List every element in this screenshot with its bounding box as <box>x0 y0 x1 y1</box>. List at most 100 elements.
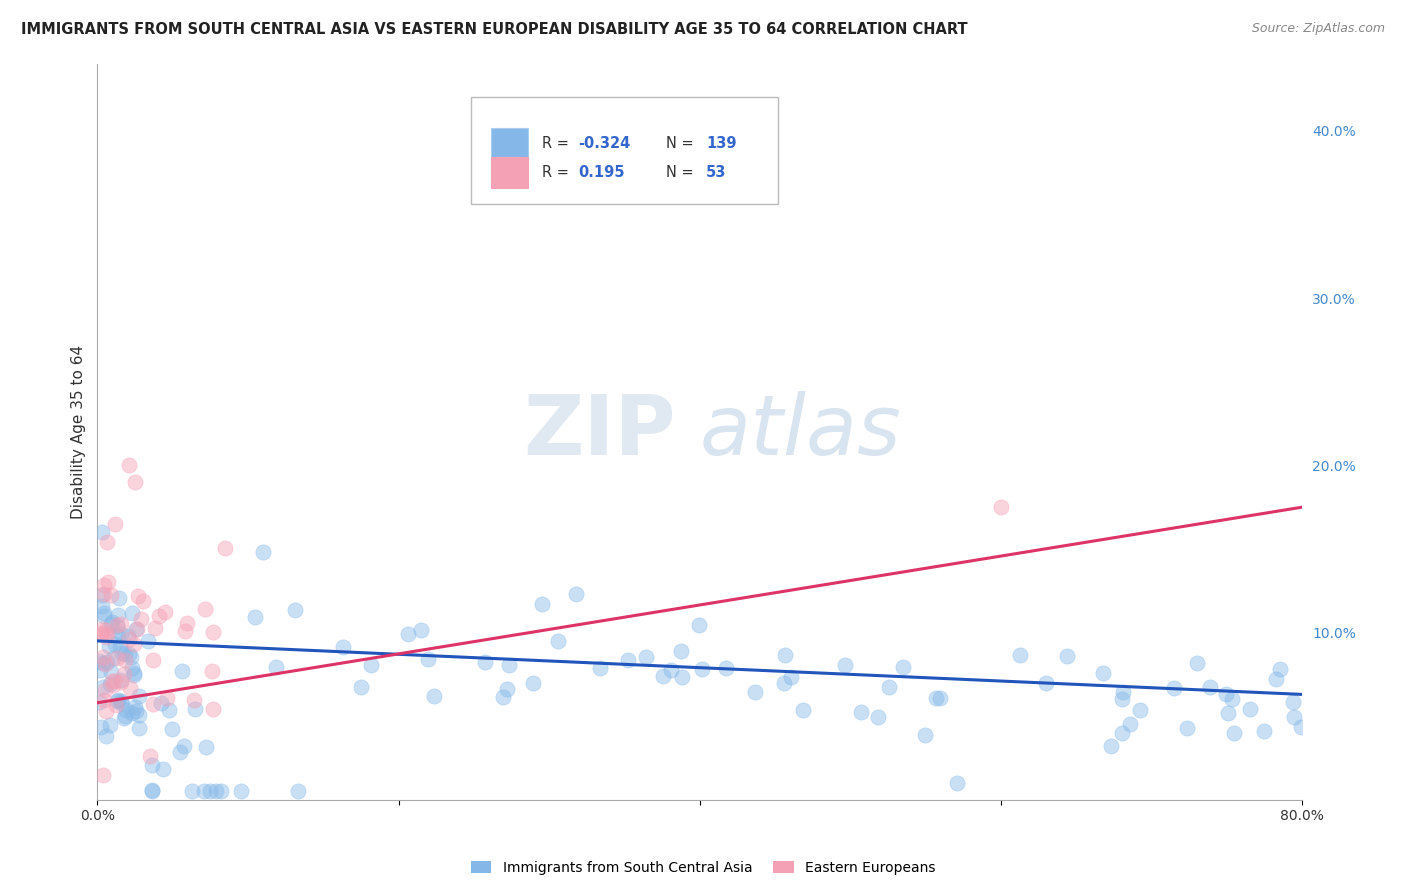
Point <box>125 622 148 636</box>
Point <box>180 784 202 798</box>
Text: ZIP: ZIP <box>523 392 676 473</box>
Point <box>94 683 117 698</box>
Point <box>914 728 936 742</box>
Point <box>127 589 149 603</box>
Point <box>1111 691 1133 706</box>
Point <box>332 640 354 655</box>
Point <box>152 762 174 776</box>
Point <box>111 646 134 660</box>
Point <box>1056 648 1078 663</box>
Point <box>891 660 914 674</box>
Point <box>792 703 814 717</box>
Point <box>118 458 141 473</box>
Point <box>1284 710 1306 724</box>
Point <box>522 676 544 690</box>
Point <box>169 745 191 759</box>
Point <box>141 783 163 797</box>
Point <box>110 696 132 710</box>
Point <box>201 702 224 716</box>
Point <box>91 657 114 671</box>
Point <box>945 776 967 790</box>
Point <box>773 675 796 690</box>
Point <box>1175 721 1198 735</box>
Point <box>105 694 128 708</box>
Point <box>98 718 121 732</box>
Text: 0.195: 0.195 <box>578 165 624 180</box>
Point <box>124 704 146 718</box>
Point <box>183 693 205 707</box>
Point <box>1215 687 1237 701</box>
Point <box>93 606 115 620</box>
Point <box>122 667 145 681</box>
Point <box>103 673 125 688</box>
Point <box>91 622 114 636</box>
Point <box>105 651 128 665</box>
Point <box>115 703 138 717</box>
Point <box>1112 685 1135 699</box>
Text: R =: R = <box>541 165 574 180</box>
Point <box>173 624 195 639</box>
Text: R =: R = <box>541 136 574 151</box>
Point <box>1185 656 1208 670</box>
Point <box>118 647 141 661</box>
Point <box>96 535 118 549</box>
Point <box>418 651 440 665</box>
Point <box>422 689 444 703</box>
Point <box>128 708 150 723</box>
Text: 53: 53 <box>706 165 727 180</box>
Point <box>1239 702 1261 716</box>
Point <box>396 627 419 641</box>
Point <box>141 784 163 798</box>
Text: IMMIGRANTS FROM SOUTH CENTRAL ASIA VS EASTERN EUROPEAN DISABILITY AGE 35 TO 64 C: IMMIGRANTS FROM SOUTH CENTRAL ASIA VS EA… <box>21 22 967 37</box>
Point <box>107 692 129 706</box>
Point <box>284 603 307 617</box>
Point <box>634 650 657 665</box>
Point <box>492 690 515 705</box>
Point <box>93 609 115 624</box>
Point <box>101 674 124 689</box>
Point <box>98 676 121 690</box>
Point <box>1163 681 1185 695</box>
Point <box>214 541 236 555</box>
Point <box>128 689 150 703</box>
Point <box>531 597 554 611</box>
Text: N =: N = <box>666 136 699 151</box>
Point <box>94 704 117 718</box>
Point <box>117 632 139 647</box>
Point <box>93 693 115 707</box>
Text: atlas: atlas <box>700 392 901 473</box>
Point <box>91 588 114 602</box>
Point <box>193 784 215 798</box>
Point <box>108 591 131 606</box>
Point <box>1035 675 1057 690</box>
Point <box>131 612 153 626</box>
Point <box>877 680 900 694</box>
Point <box>142 653 165 667</box>
Point <box>474 655 496 669</box>
Point <box>925 690 948 705</box>
Point <box>172 664 194 678</box>
Text: -0.324: -0.324 <box>578 136 630 151</box>
Point <box>114 648 136 662</box>
Point <box>204 784 226 798</box>
Point <box>96 626 118 640</box>
Point <box>156 690 179 705</box>
Point <box>94 657 117 671</box>
Point <box>124 475 146 489</box>
Point <box>104 637 127 651</box>
Point <box>1008 648 1031 663</box>
Point <box>117 629 139 643</box>
Point <box>201 665 224 679</box>
Text: Source: ZipAtlas.com: Source: ZipAtlas.com <box>1251 22 1385 36</box>
Point <box>834 658 856 673</box>
Point <box>128 721 150 735</box>
Point <box>243 610 266 624</box>
Point <box>90 525 112 540</box>
Point <box>105 619 128 633</box>
Point <box>110 627 132 641</box>
Point <box>287 784 309 798</box>
Point <box>1281 695 1303 709</box>
Point <box>118 681 141 695</box>
Point <box>990 500 1012 515</box>
Point <box>121 706 143 720</box>
